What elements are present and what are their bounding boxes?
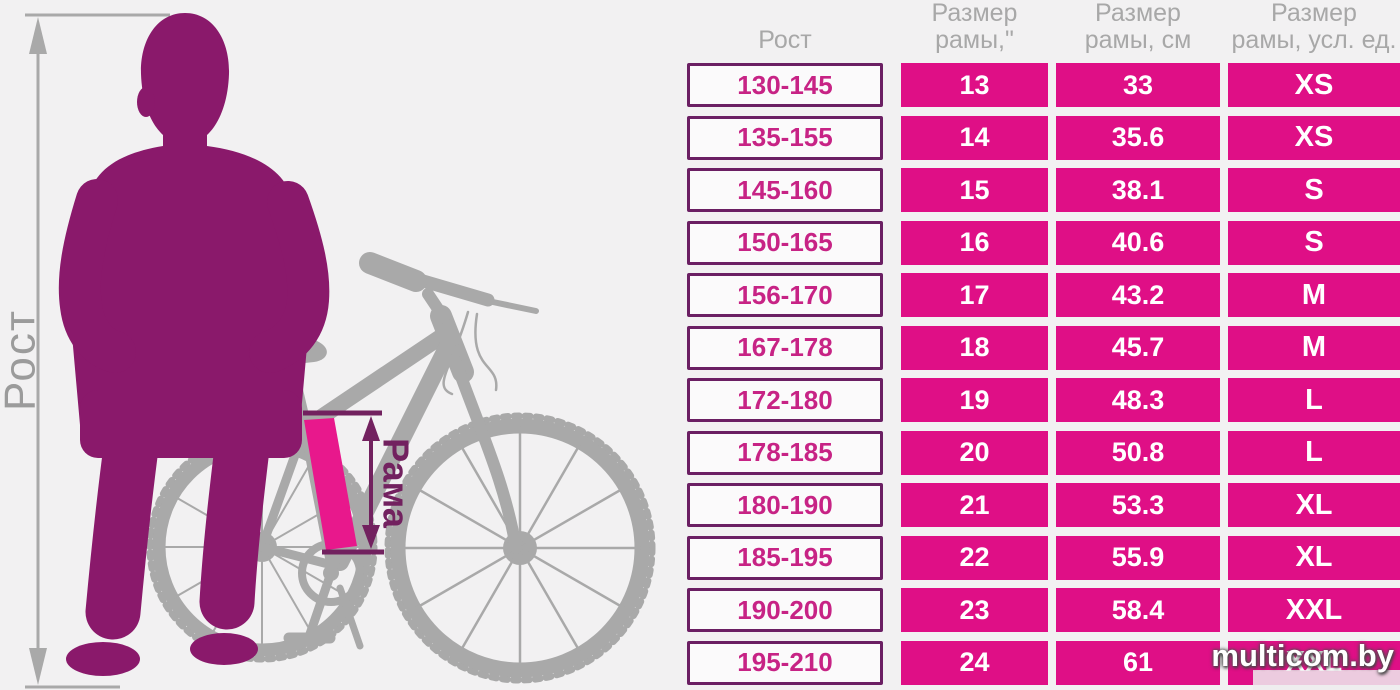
table-row: 172-180 19 48.3 L [687, 378, 1400, 422]
table-row: 135-155 14 35.6 XS [687, 115, 1400, 160]
watermark-plate [1253, 670, 1400, 690]
frame-cm-cell: 50.8 [1056, 430, 1220, 475]
frame-measure-arrow [303, 410, 384, 555]
size-chart-table: 130-145 13 33 XS 135-155 14 35.6 XS 145-… [687, 63, 1400, 690]
height-range-cell: 130-145 [687, 63, 883, 107]
frame-cm-cell: 48.3 [1056, 378, 1220, 422]
ear [137, 87, 155, 117]
frame-cm-cell: 43.2 [1056, 273, 1220, 317]
frame-cm-cell: 40.6 [1056, 220, 1220, 265]
table-row: 130-145 13 33 XS [687, 63, 1400, 107]
height-range-cell: 178-185 [687, 430, 883, 475]
height-range-cell: 156-170 [687, 273, 883, 317]
frame-inches-cell: 13 [901, 63, 1048, 107]
frame-inches-cell: 17 [901, 273, 1048, 317]
table-row: 180-190 21 53.3 XL [687, 483, 1400, 527]
table-row: 156-170 17 43.2 M [687, 273, 1400, 317]
frame-inches-cell: 15 [901, 168, 1048, 212]
frame-inches-cell: 16 [901, 220, 1048, 265]
frame-size-cell: M [1228, 325, 1400, 370]
frame-size-cell: S [1228, 220, 1400, 265]
frame-label: Рама [376, 438, 417, 529]
frame-inches-cell: 22 [901, 535, 1048, 580]
frame-inches-cell: 14 [901, 115, 1048, 160]
table-row: 150-165 16 40.6 S [687, 220, 1400, 265]
table-row: 178-185 20 50.8 L [687, 430, 1400, 475]
height-range-cell: 167-178 [687, 325, 883, 370]
frame-cm-cell: 33 [1056, 63, 1220, 107]
frame-seat-tube-highlight [304, 418, 357, 550]
person-silhouette [58, 13, 330, 676]
frame-inches-cell: 20 [901, 430, 1048, 475]
frame-cm-cell: 53.3 [1056, 483, 1220, 527]
frame-inches-cell: 18 [901, 325, 1048, 370]
frame-size-cell: XS [1228, 63, 1400, 107]
header-line: рамы, см [1084, 26, 1192, 54]
frame-inches-cell: 24 [901, 640, 1048, 685]
table-row: 167-178 18 45.7 M [687, 325, 1400, 370]
table-row: 185-195 22 55.9 XL [687, 535, 1400, 580]
header-line: рамы," [935, 26, 1014, 54]
table-header-row: Рост Размер рамы," Размер рамы, см Разме… [687, 0, 1400, 58]
size-diagram-illustration: Рост [0, 13, 656, 689]
frame-size-cell: XL [1228, 483, 1400, 527]
frame-size-cell: S [1228, 168, 1400, 212]
frame-size-cell: XS [1228, 115, 1400, 160]
frame-size-cell: L [1228, 430, 1400, 475]
height-range-cell: 172-180 [687, 378, 883, 422]
header-line: рамы, усл. ед. [1231, 26, 1397, 54]
height-measure-arrow [25, 13, 170, 689]
frame-size-cell: XXL [1228, 588, 1400, 632]
header-frame-inches: Размер рамы," [901, 0, 1048, 58]
header-frame-cm: Размер рамы, см [1056, 0, 1220, 58]
height-range-cell: 135-155 [687, 115, 883, 160]
table-row: 145-160 15 38.1 S [687, 168, 1400, 212]
frame-cm-cell: 61 [1056, 640, 1220, 685]
header-line: Размер [931, 0, 1018, 27]
height-range-cell: 180-190 [687, 483, 883, 527]
height-range-cell: 185-195 [687, 535, 883, 580]
header-line: Рост [758, 26, 812, 54]
frame-inches-cell: 21 [901, 483, 1048, 527]
header-line: Размер [1095, 0, 1181, 27]
header-line: Размер [1271, 0, 1357, 27]
frame-size-cell: L [1228, 378, 1400, 422]
header-height: Рост [687, 0, 883, 58]
frame-size-cell: XL [1228, 535, 1400, 580]
frame-cm-cell: 35.6 [1056, 115, 1220, 160]
frame-cm-cell: 55.9 [1056, 535, 1220, 580]
frame-size-cell: M [1228, 273, 1400, 317]
table-row: 190-200 23 58.4 XXL [687, 588, 1400, 632]
height-range-cell: 150-165 [687, 220, 883, 265]
frame-cm-cell: 38.1 [1056, 168, 1220, 212]
height-range-cell: 145-160 [687, 168, 883, 212]
height-range-cell: 190-200 [687, 588, 883, 632]
frame-inches-cell: 23 [901, 588, 1048, 632]
frame-cm-cell: 45.7 [1056, 325, 1220, 370]
frame-cm-cell: 58.4 [1056, 588, 1220, 632]
watermark: multicom.by [1211, 638, 1394, 673]
header-frame-size: Размер рамы, усл. ед. [1228, 0, 1400, 58]
height-label: Рост [0, 309, 45, 411]
height-range-cell: 195-210 [687, 640, 883, 685]
frame-inches-cell: 19 [901, 378, 1048, 422]
